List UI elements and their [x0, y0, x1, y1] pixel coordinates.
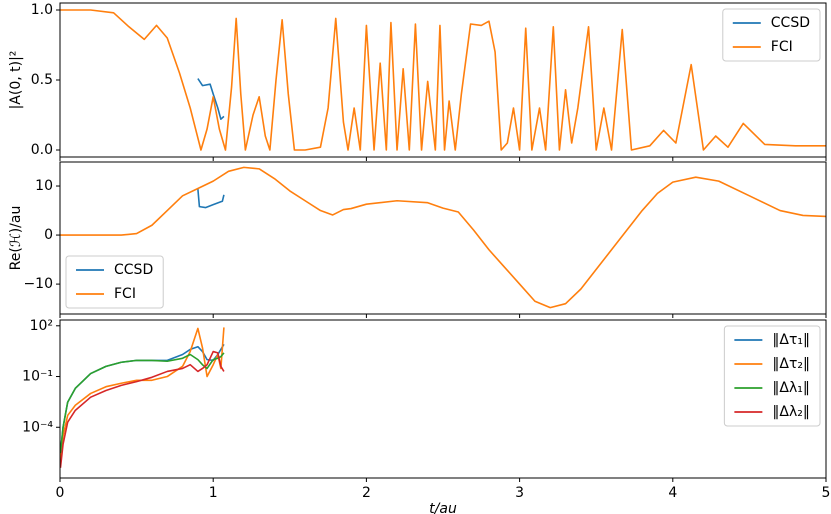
y-tick-label: 10² — [30, 318, 53, 334]
legend: ‖Δτ₁‖ ‖Δτ₂‖ ‖Δλ₁‖ ‖Δλ₂‖ — [723, 325, 821, 427]
series-line — [197, 188, 225, 209]
y-tick-label: 10⁻¹ — [22, 369, 53, 385]
legend-box — [722, 8, 821, 62]
series-line — [60, 352, 225, 454]
x-tick-label: 1 — [209, 485, 218, 501]
legend-label: CCSD — [771, 15, 810, 31]
y-tick-label: 0.5 — [31, 72, 53, 88]
legend-label: CCSD — [114, 262, 153, 278]
x-tick-label: 3 — [515, 485, 524, 501]
legend: CCSD FCI — [65, 255, 164, 309]
series-line — [197, 78, 225, 120]
x-tick-label: 5 — [822, 485, 831, 501]
series-line — [60, 9, 826, 151]
y-tick-label: 0.0 — [31, 142, 53, 158]
y-axis-label: Re(ℋ)/au — [8, 206, 24, 271]
axes-frame — [59, 161, 827, 315]
x-axis-label: t/au — [429, 501, 457, 514]
legend-label: ‖Δτ₂‖ — [772, 356, 810, 372]
axes-frame — [59, 319, 827, 479]
y-tick-label: 1.0 — [31, 2, 53, 18]
legend-label: ‖Δλ₂‖ — [772, 404, 809, 420]
series-line — [60, 350, 225, 468]
legend-label: FCI — [114, 286, 136, 302]
legend-box — [723, 325, 821, 427]
y-tick-label: 0 — [44, 227, 53, 243]
series-line — [60, 166, 826, 309]
x-tick-label: 2 — [362, 485, 371, 501]
x-tick-label: 0 — [56, 485, 65, 501]
legend-box — [65, 255, 164, 309]
legend-label: ‖Δτ₁‖ — [772, 332, 810, 348]
y-tick-label: 10 — [35, 178, 53, 194]
axes-frame — [59, 2, 827, 158]
series-line — [60, 327, 225, 462]
legend-label: FCI — [771, 39, 793, 55]
x-tick-label: 4 — [668, 485, 677, 501]
y-tick-label: −10 — [23, 276, 53, 292]
y-axis-label: |A(0, t)|² — [8, 51, 24, 110]
legend-label: ‖Δλ₁‖ — [772, 380, 809, 396]
y-tick-label: 10⁻⁴ — [22, 419, 53, 435]
legend: CCSD FCI — [722, 8, 821, 62]
